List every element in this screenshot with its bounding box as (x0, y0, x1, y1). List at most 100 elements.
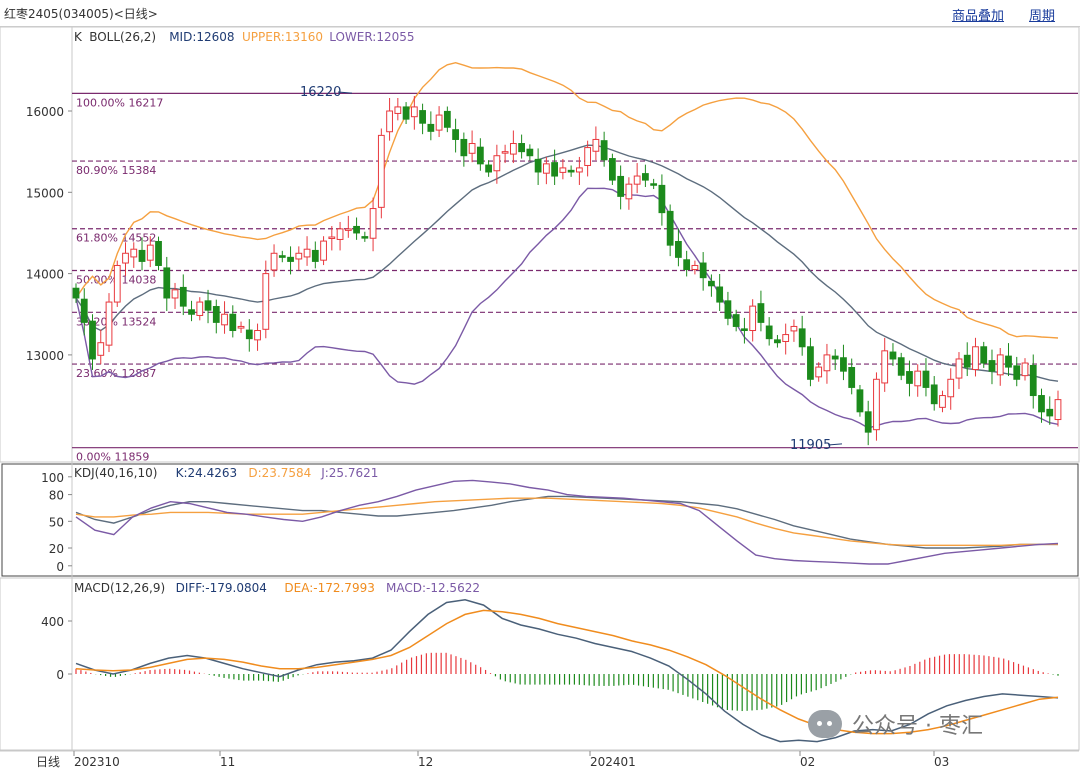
candle-up (625, 183, 633, 200)
candle-down (963, 354, 971, 368)
candle-up (559, 167, 567, 173)
candle-up (947, 378, 955, 398)
candle-down (551, 162, 559, 177)
candle-down (518, 143, 526, 153)
candle-down (617, 175, 625, 197)
candle-down (353, 225, 360, 234)
candle-down (864, 411, 872, 433)
candle-up (97, 342, 105, 356)
candle-up (1054, 399, 1062, 421)
candle-down (650, 183, 658, 186)
kdj-y-tick-label: 50 (49, 515, 64, 529)
candle-down (732, 314, 740, 327)
candle-up (146, 244, 154, 261)
candle-down (807, 346, 814, 380)
candle-up (939, 395, 946, 408)
candle-up (749, 305, 757, 332)
price-legend-item: LOWER:12055 (329, 30, 414, 44)
macd-legend-item: MACD(12,26,9) (74, 581, 165, 595)
candle-down (311, 249, 319, 262)
x-axis-label: 11 (220, 755, 235, 769)
candle-up (592, 138, 600, 152)
candle-up (130, 248, 138, 258)
candle-down (699, 262, 707, 279)
macd-y-tick-label: 0 (56, 668, 64, 682)
candle-down (204, 300, 212, 311)
candle-up (493, 155, 501, 172)
candle-down (716, 286, 724, 303)
kdj-y-tick-label: 80 (49, 489, 64, 503)
candle-up (105, 301, 113, 346)
candle-up (542, 163, 550, 174)
candle-down (683, 259, 691, 271)
candle-up (633, 175, 641, 185)
macd-panel-frame (0, 577, 1080, 751)
kdj-legend-item: K:24.4263 (176, 466, 238, 480)
candle-down (840, 357, 847, 372)
candle-down (526, 148, 534, 157)
fib-level-label: 100.00% 16217 (76, 96, 163, 109)
candle-up (386, 110, 393, 133)
candle-down (856, 389, 864, 413)
candle-down (666, 210, 674, 246)
kdj-legend-item: J:25.7621 (320, 466, 378, 480)
price-y-tick-label: 13000 (26, 349, 64, 363)
price-legend-item: MID:12608 (169, 30, 234, 44)
macd-legend-item: MACD:-12.5622 (386, 581, 480, 595)
period-link[interactable]: 周期 (1029, 9, 1056, 24)
candle-up (377, 134, 385, 208)
candle-up (881, 350, 889, 384)
candle-down (476, 146, 484, 165)
candle-up (815, 366, 823, 378)
candle-down (1038, 395, 1045, 413)
fib-level-label: 0.00% 11859 (76, 451, 149, 464)
candle-down (980, 346, 988, 364)
candle-down (80, 298, 88, 323)
price-panel-frame (0, 26, 1080, 463)
candle-up (221, 313, 228, 326)
candle-up (575, 167, 583, 173)
candle-down (906, 371, 913, 384)
candle-up (790, 325, 798, 332)
candle-down (460, 138, 468, 157)
kdj-y-tick-label: 20 (49, 542, 64, 556)
candle-down (741, 328, 748, 332)
candle-up (262, 273, 270, 330)
candle-down (72, 287, 80, 299)
candle-down (600, 140, 608, 161)
high-annotation-leader (337, 91, 353, 94)
candle-down (774, 339, 781, 344)
kdj-panel-frame (1, 463, 1079, 577)
price-y-tick-label: 15000 (26, 186, 64, 200)
candle-down (287, 256, 294, 262)
candle-down (534, 158, 542, 173)
candle-up (122, 252, 129, 264)
candle-up (955, 358, 963, 379)
overlay-link[interactable]: 商品叠加 (952, 9, 1005, 24)
candle-down (1005, 355, 1012, 368)
candle-down (229, 313, 237, 332)
candle-down (642, 173, 649, 181)
candle-up (113, 264, 121, 303)
candle-down (427, 123, 435, 132)
fib-level-label: 61.80% 14552 (76, 232, 156, 245)
kdj-y-tick-label: 0 (56, 560, 64, 574)
candle-up (171, 289, 179, 299)
candle-up (254, 330, 261, 341)
wechat-icon (808, 710, 842, 738)
candle-down (658, 184, 666, 214)
candle-down (708, 280, 715, 287)
price-y-tick-label: 16000 (26, 105, 64, 119)
candle-up (410, 106, 418, 118)
candle-up (196, 301, 204, 316)
candle-down (1046, 408, 1054, 417)
candle-up (270, 252, 278, 271)
boll-lower-line (75, 187, 1059, 429)
candle-down (567, 169, 575, 173)
candle-down (831, 355, 839, 360)
x-axis-label: 12 (418, 755, 433, 769)
low-annotation-leader (827, 443, 843, 446)
candle-down (361, 236, 369, 239)
candle-down (1029, 364, 1037, 397)
